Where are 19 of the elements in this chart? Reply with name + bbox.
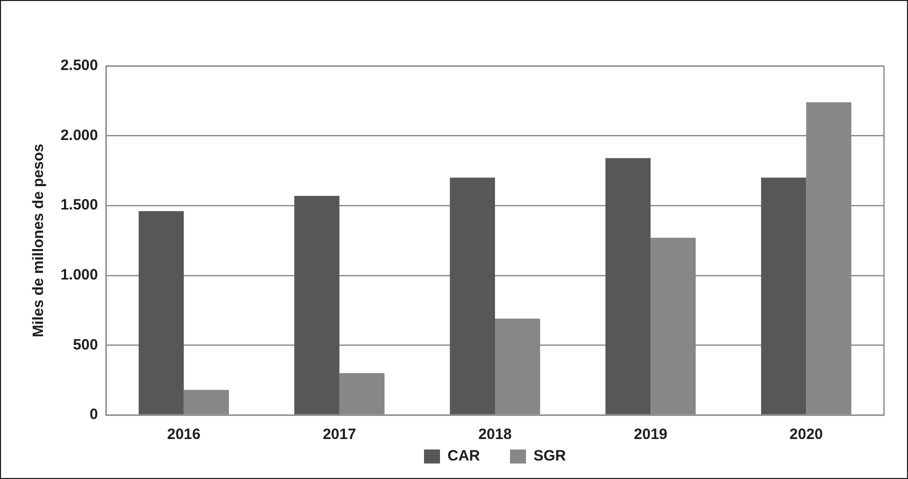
y-tick-label: 2.000	[60, 126, 98, 144]
bar	[761, 178, 806, 414]
x-tick-label: 2017	[322, 426, 356, 444]
bar	[450, 178, 495, 414]
y-tick-label: 1.500	[60, 196, 98, 214]
x-tick-label: 2018	[478, 426, 512, 444]
x-tick-label: 2016	[167, 426, 200, 444]
x-tick-label: 2020	[790, 426, 823, 444]
legend-label: SGR	[533, 448, 566, 465]
y-tick-label: 1.000	[60, 266, 98, 284]
y-tick-label: 2.500	[60, 57, 98, 74]
legend-label: CAR	[448, 448, 480, 465]
y-axis-title: Miles de millones de pesos	[30, 144, 48, 338]
y-tick-label: 500	[72, 336, 98, 354]
bar	[605, 158, 651, 414]
x-tick-label: 2019	[634, 426, 668, 444]
bar	[294, 196, 340, 414]
bar	[138, 211, 184, 414]
y-tick-label: 0	[90, 406, 98, 424]
